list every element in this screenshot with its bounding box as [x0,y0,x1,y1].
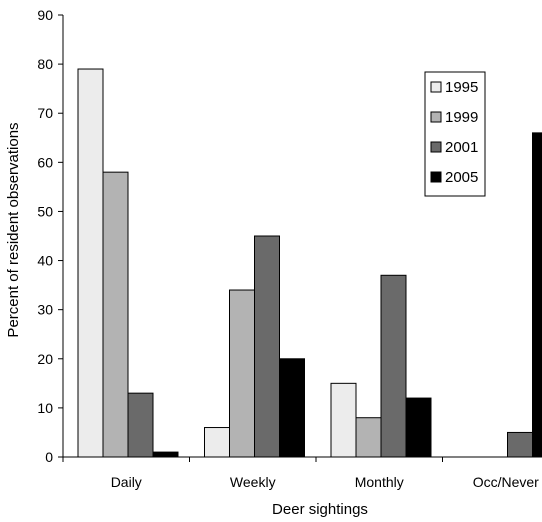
bar-1999-daily [102,171,129,458]
bar-2005-occ-never [532,132,542,458]
bar-1999-monthly [355,417,382,458]
y-tick-label: 90 [37,7,53,23]
legend-label: 1995 [445,79,478,96]
bar-2001-occ-never [507,431,533,458]
y-tick-label: 20 [37,351,53,367]
legend-swatch [430,111,442,123]
bars-group [77,68,542,458]
bar-1995-weekly [204,427,230,458]
y-tick-label: 80 [37,56,53,72]
y-tick-label: 40 [37,253,53,269]
x-tick-label: Weekly [230,474,276,490]
bar-2005-daily [152,451,179,458]
legend: 1995 1999 2001 2005 [424,71,486,197]
x-tick-label: Occ/Never [473,474,539,490]
y-axis-ticks: 0 10 20 30 40 50 60 70 80 90 [37,7,63,465]
legend-swatch [430,141,442,153]
x-axis-title: Deer sightings [272,501,368,518]
bar-2001-monthly [380,274,407,458]
bar-2001-weekly [254,235,280,458]
legend-label: 1999 [445,109,478,126]
bar-1999-weekly [229,289,255,458]
y-tick-label: 60 [37,154,53,170]
bar-2005-weekly [279,358,305,458]
legend-swatch [430,81,442,93]
y-tick-label: 0 [45,449,53,465]
x-tick-label: Monthly [355,474,404,490]
x-axis-ticks: Daily Weekly Monthly Occ/Never [62,457,539,490]
legend-label: 2005 [445,169,478,186]
x-tick-label: Daily [111,474,142,490]
legend-swatch [430,171,442,183]
legend-label: 2001 [445,139,478,156]
bar-2005-monthly [405,397,432,458]
bar-2001-daily [127,392,154,458]
y-tick-label: 70 [37,105,53,121]
y-tick-label: 30 [37,302,53,318]
bar-1995-daily [77,68,104,458]
y-tick-label: 10 [37,400,53,416]
y-axis-title: Percent of resident observations [5,122,22,337]
bar-1995-monthly [330,382,357,458]
y-tick-label: 50 [37,203,53,219]
